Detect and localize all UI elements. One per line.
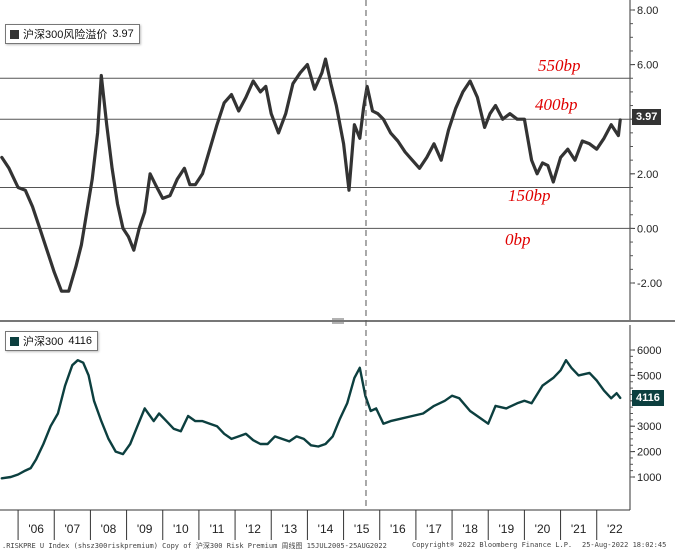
x-tick-label: '16 bbox=[390, 522, 406, 536]
bottom-y-tick-label: 5000 bbox=[637, 370, 661, 382]
x-tick-label: '12 bbox=[245, 522, 261, 536]
x-tick-label: '21 bbox=[571, 522, 587, 536]
top-legend-swatch bbox=[10, 29, 19, 39]
bottom-y-tick-label: 1000 bbox=[637, 472, 661, 484]
top-legend: 沪深300风险溢价 3.97 bbox=[5, 24, 140, 44]
top-y-tick-label: 6.00 bbox=[637, 60, 658, 72]
x-tick-label: '07 bbox=[65, 522, 81, 536]
x-tick-label: '22 bbox=[607, 522, 623, 536]
annotation-550bp: 550bp bbox=[538, 56, 581, 75]
top-series-line bbox=[0, 57, 622, 293]
bottom-series-line bbox=[0, 359, 622, 480]
x-tick-label: '19 bbox=[498, 522, 514, 536]
x-tick-label: '20 bbox=[535, 522, 551, 536]
x-tick-label: '17 bbox=[426, 522, 442, 536]
annotation-150bp: 150bp bbox=[508, 186, 551, 205]
top-y-tick-label: 8.00 bbox=[637, 5, 658, 17]
bottom-y-tick-label: 6000 bbox=[637, 345, 661, 357]
x-tick-label: '13 bbox=[282, 522, 298, 536]
x-tick-label: '18 bbox=[462, 522, 478, 536]
x-tick-label: '15 bbox=[354, 522, 370, 536]
annotation-0bp: 0bp bbox=[505, 230, 531, 249]
x-tick-label: '09 bbox=[137, 522, 153, 536]
x-tick-label: '14 bbox=[318, 522, 334, 536]
footer-timestamp: 25-Aug-2022 18:02:45 bbox=[582, 541, 667, 549]
bottom-panel-background bbox=[0, 325, 630, 510]
top-legend-value: 3.97 bbox=[112, 28, 134, 40]
top-legend-title: 沪深300风险溢价 bbox=[23, 29, 108, 41]
top-y-tick-label: 2.00 bbox=[637, 169, 658, 181]
x-tick-label: '10 bbox=[173, 522, 189, 536]
x-tick-label: '08 bbox=[101, 522, 117, 536]
bottom-y-tick-label: 3000 bbox=[637, 421, 661, 433]
top-last-value-tag: 3.97 bbox=[632, 109, 662, 125]
x-tick-label: '06 bbox=[28, 522, 44, 536]
top-y-tick-label: -2.00 bbox=[637, 278, 662, 290]
bottom-last-value-tag: 4116 bbox=[632, 390, 664, 406]
bottom-legend: 沪深300 4116 bbox=[5, 331, 99, 351]
bottom-legend-value: 4116 bbox=[68, 335, 93, 347]
top-y-tick-label: 0.00 bbox=[637, 223, 658, 235]
x-tick-label: '11 bbox=[210, 522, 225, 536]
top-panel-background bbox=[0, 0, 630, 320]
footer-source: .RISKPRE U Index (shsz300riskpremium) Co… bbox=[2, 542, 387, 550]
bottom-y-tick-label: 2000 bbox=[637, 447, 661, 459]
bottom-legend-swatch bbox=[10, 336, 19, 346]
bottom-legend-title: 沪深300 bbox=[23, 336, 64, 348]
annotation-400bp: 400bp bbox=[535, 95, 578, 114]
footer-copyright: Copyright® 2022 Bloomberg Finance L.P. bbox=[412, 541, 573, 549]
